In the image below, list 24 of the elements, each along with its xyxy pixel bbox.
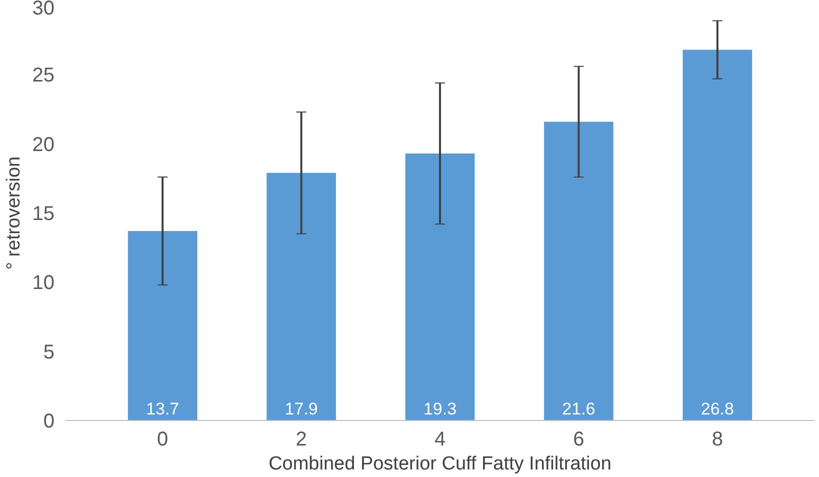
x-axis-title: Combined Posterior Cuff Fatty Infiltration <box>268 454 612 474</box>
data-label: 13.7 <box>146 400 180 418</box>
bar <box>544 122 614 420</box>
y-tick-label: 25 <box>32 64 55 87</box>
bar <box>682 50 752 420</box>
x-tick-label: 6 <box>573 428 584 450</box>
x-tick-label: 0 <box>157 428 168 450</box>
x-tick-label: 8 <box>712 428 723 450</box>
y-tick-label: 30 <box>32 0 55 20</box>
x-tick-label: 4 <box>434 428 446 450</box>
x-tick-label: 2 <box>296 428 307 450</box>
y-tick-label: 0 <box>43 410 54 432</box>
data-label: 19.3 <box>423 400 457 418</box>
y-tick-label: 10 <box>32 272 55 294</box>
bar <box>128 230 198 420</box>
data-label: 17.9 <box>284 400 318 418</box>
y-tick-label: 15 <box>32 203 55 225</box>
bar <box>405 154 475 420</box>
y-axis-title: ° retroversion <box>3 156 24 270</box>
data-label: 21.6 <box>562 400 596 418</box>
y-tick-label: 20 <box>32 134 55 156</box>
y-tick-label: 5 <box>43 341 54 364</box>
bar <box>266 172 336 420</box>
data-label: 26.8 <box>700 400 734 418</box>
